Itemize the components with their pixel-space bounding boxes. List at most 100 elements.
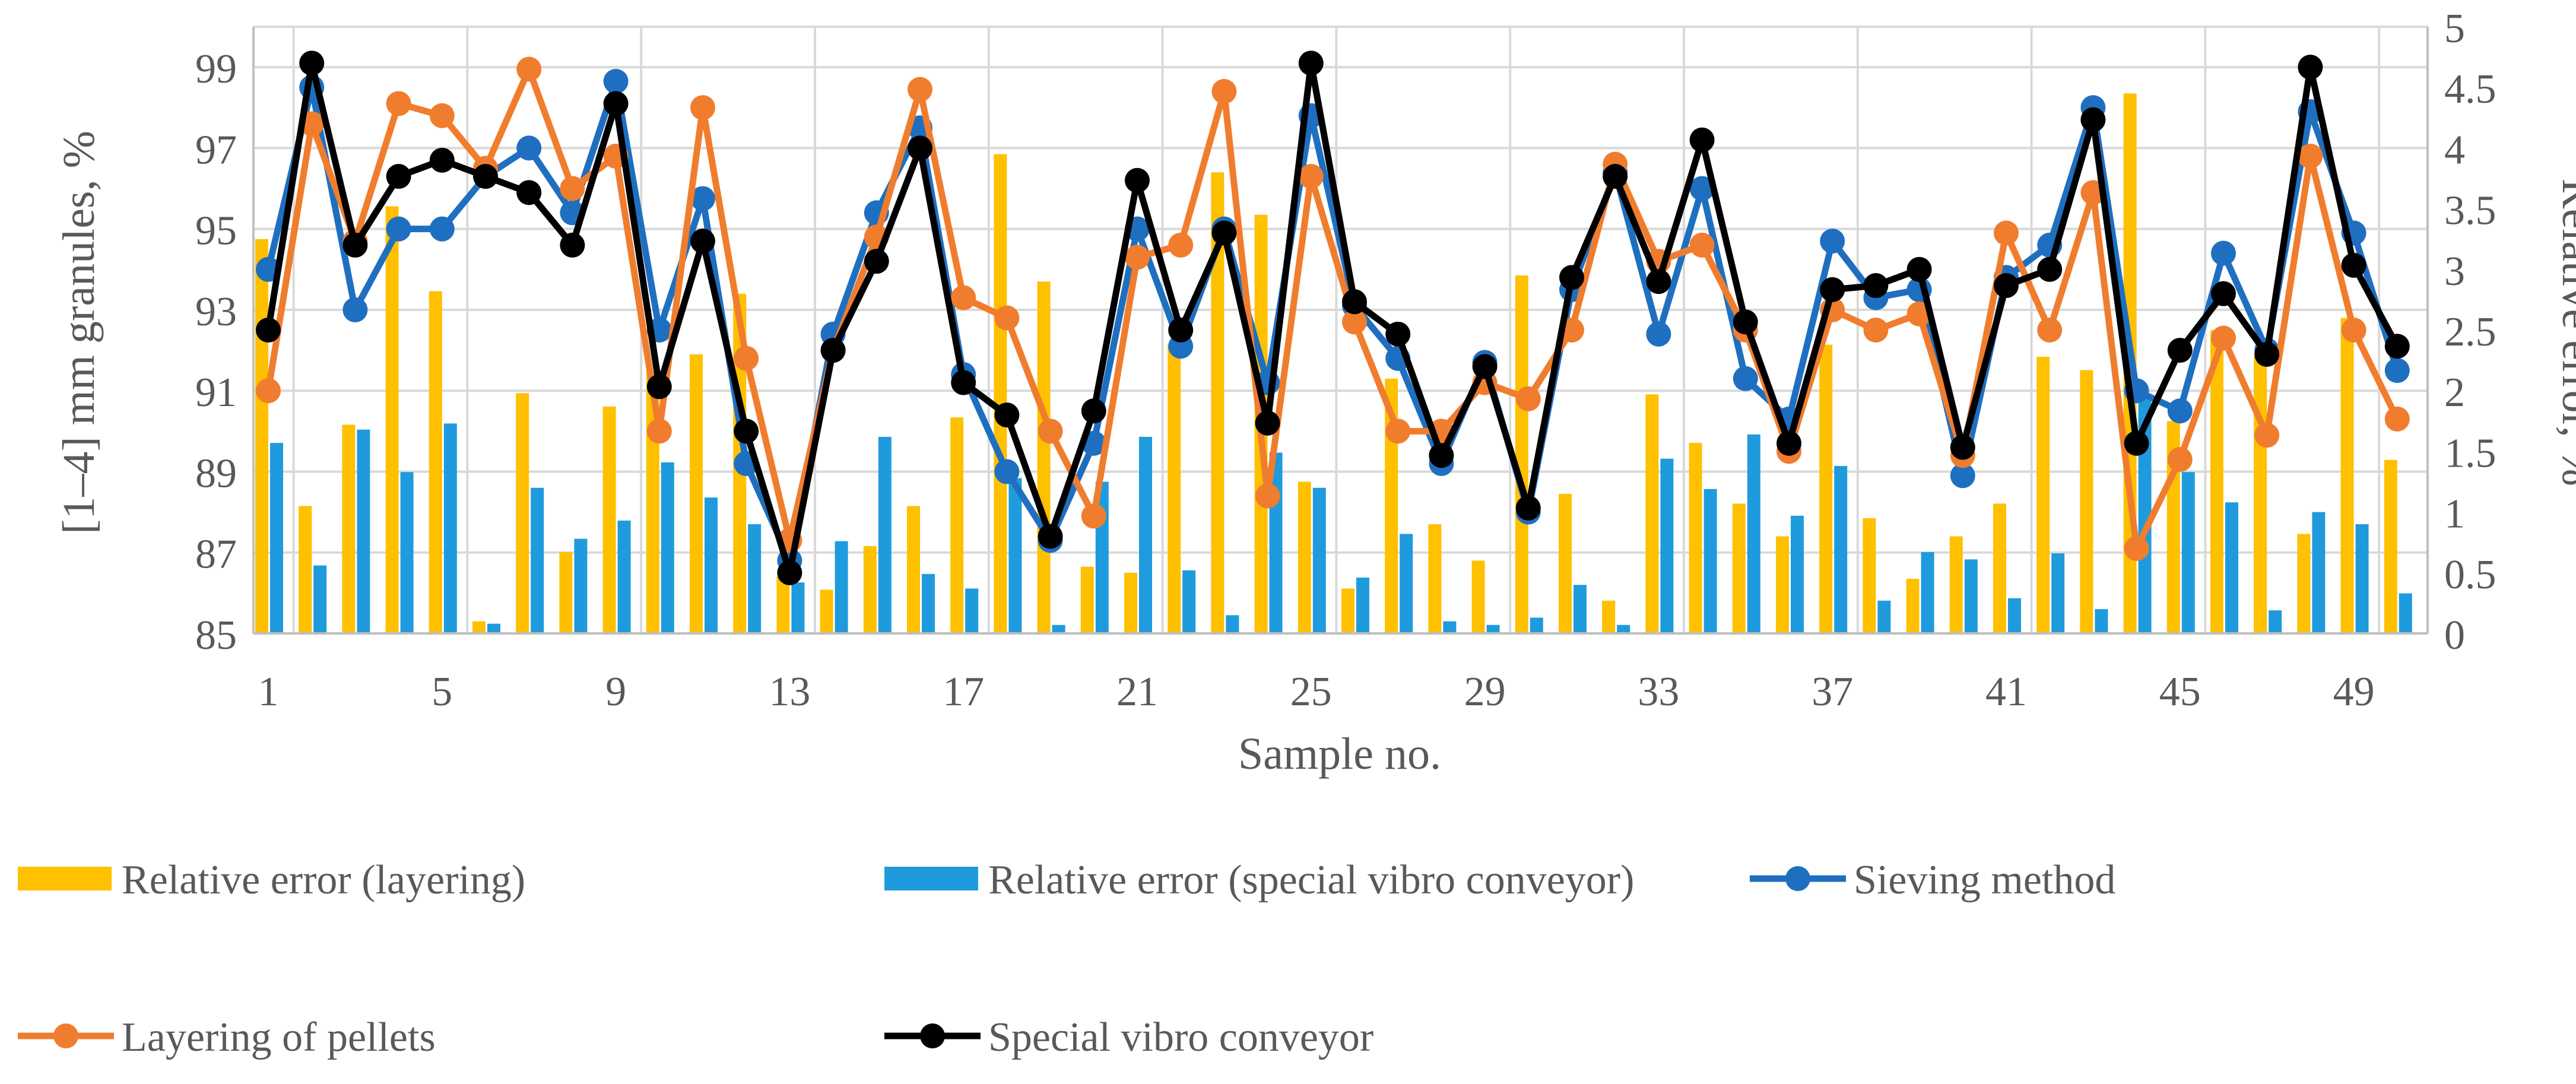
legend-label: Sieving method <box>1854 857 2115 903</box>
legend-item-layering-pellets: Layering of pellets <box>18 1015 436 1060</box>
y-tick-label-right: 0.5 <box>2444 552 2496 598</box>
bar <box>1008 478 1022 633</box>
x-tick-label: 25 <box>1290 669 1332 715</box>
data-point <box>2254 423 2280 448</box>
data-point <box>951 285 976 310</box>
data-point <box>1950 435 1975 460</box>
x-axis-title: Sample no. <box>1238 729 1441 779</box>
data-point <box>2167 447 2193 473</box>
data-point <box>1994 220 2019 246</box>
y-axis-title-left: [1–4] mm granules, % <box>54 131 104 534</box>
data-point <box>516 135 542 161</box>
series-line <box>265 59 2400 576</box>
data-point <box>2384 406 2410 432</box>
data-point <box>1125 245 1150 270</box>
bar <box>1443 621 1457 633</box>
data-point <box>734 346 759 371</box>
bar <box>1617 625 1630 633</box>
data-point <box>1125 167 1150 193</box>
bar <box>342 424 356 633</box>
bar <box>429 291 442 633</box>
data-point <box>429 147 455 173</box>
bar <box>1080 566 1094 633</box>
bar <box>1226 615 1239 633</box>
line-series-2 <box>256 50 2410 585</box>
bar <box>1052 625 1065 633</box>
legend-swatch-marker <box>53 1023 78 1048</box>
data-point <box>2384 334 2410 359</box>
data-point <box>1559 265 1584 290</box>
data-point <box>1342 309 1367 335</box>
y-tick-label-right: 3 <box>2444 249 2465 294</box>
bar <box>2312 512 2326 633</box>
data-point <box>516 56 542 82</box>
data-point <box>690 95 715 121</box>
bar <box>1124 572 1137 633</box>
bar <box>1834 465 1848 633</box>
bar <box>2297 534 2311 633</box>
data-point <box>690 186 715 211</box>
data-point <box>690 229 715 254</box>
bar <box>1341 588 1354 633</box>
data-point <box>1689 232 1715 258</box>
y-tick-label-right: 5 <box>2444 6 2465 52</box>
legend-item-vibro-conveyor: Special vibro conveyor <box>884 1015 1373 1060</box>
legend-swatch-marker <box>920 1023 945 1048</box>
data-point <box>256 378 281 404</box>
bar <box>1791 515 1804 633</box>
data-point <box>1733 309 1758 335</box>
data-point <box>1820 277 1845 302</box>
data-point <box>1038 524 1063 549</box>
data-point <box>2167 338 2193 363</box>
y-tick-label-right: 0 <box>2444 613 2465 658</box>
data-point <box>2341 252 2366 278</box>
data-point <box>1429 443 1454 468</box>
data-point <box>1515 386 1541 411</box>
x-tick-label: 5 <box>432 669 452 715</box>
legend-label: Relative error (special vibro conveyor) <box>988 857 1634 903</box>
bar <box>1993 503 2006 633</box>
data-point <box>864 249 889 274</box>
bar <box>1863 518 1876 633</box>
data-point <box>820 338 846 363</box>
bar <box>1703 489 1717 633</box>
data-point <box>646 419 672 444</box>
bar <box>820 589 833 633</box>
bar <box>1645 394 1659 633</box>
legend: Relative error (layering) Relative error … <box>18 857 2115 1060</box>
y-tick-label-left: 95 <box>195 208 237 254</box>
data-point <box>2124 430 2149 456</box>
data-point <box>994 459 1020 484</box>
data-point <box>2037 256 2063 282</box>
bar <box>2225 502 2238 633</box>
data-point <box>1863 318 1889 343</box>
data-point <box>1255 483 1280 509</box>
data-point <box>560 232 585 258</box>
y-tick-label-left: 89 <box>195 451 237 496</box>
x-tick-label: 21 <box>1116 669 1158 715</box>
y-tick-label-left: 93 <box>195 289 237 335</box>
x-tick-label: 49 <box>2333 669 2375 715</box>
y-tick-label-right: 2 <box>2444 370 2465 416</box>
bar <box>2254 356 2267 633</box>
data-point <box>1994 273 2019 299</box>
bar <box>270 443 283 633</box>
bar <box>2036 356 2050 633</box>
bar <box>2340 318 2354 633</box>
series-line <box>265 78 2401 564</box>
bar <box>1877 600 1891 633</box>
bar <box>1297 481 1311 633</box>
bar <box>922 573 935 633</box>
data-point <box>951 370 976 395</box>
bar <box>1037 281 1051 633</box>
lines-layer <box>256 50 2410 585</box>
bar <box>1602 600 1616 633</box>
series-line <box>265 66 2400 552</box>
data-point <box>1081 503 1106 529</box>
bar <box>255 239 268 633</box>
bar <box>2269 610 2282 633</box>
data-point <box>646 374 672 400</box>
x-tick-label: 41 <box>1985 669 2027 715</box>
